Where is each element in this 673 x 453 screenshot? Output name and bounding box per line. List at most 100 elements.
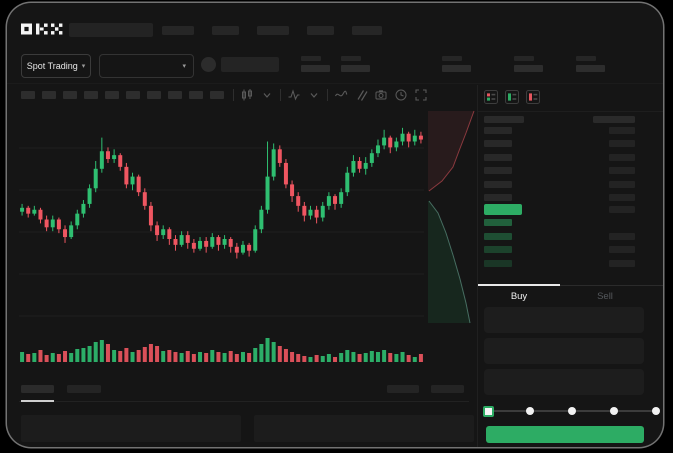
pair-name-placeholder	[221, 57, 279, 72]
slider-handle-active[interactable]	[482, 405, 494, 417]
bid-price-bar	[484, 246, 512, 253]
orderbook-bid-row[interactable]	[478, 233, 663, 242]
ask-amount-bar	[609, 140, 635, 147]
bid-price-bar	[484, 219, 512, 226]
ask-price-bar	[484, 167, 512, 174]
orderbook-ask-row[interactable]	[478, 154, 663, 163]
toolbar-divider	[233, 89, 234, 101]
orderbook-ask-row[interactable]	[478, 140, 663, 149]
market-stat-placeholder	[341, 56, 361, 61]
tab-buy[interactable]: Buy	[510, 291, 528, 302]
top-nav	[162, 26, 382, 35]
tab-sell[interactable]: Sell	[597, 291, 613, 302]
market-type-label: Spot Trading	[26, 61, 78, 71]
orderbook-ask-row[interactable]	[478, 181, 663, 190]
slider-stop[interactable]	[610, 407, 618, 415]
pair-selector-dropdown[interactable]: ▾	[99, 54, 194, 78]
bottom-tabs-divider	[19, 401, 469, 402]
ask-price-bar	[484, 140, 512, 147]
orderbook-bid-row[interactable]	[478, 219, 663, 228]
volume-chart	[19, 329, 424, 362]
nav-item-placeholder[interactable]	[212, 26, 239, 35]
nav-item-placeholder[interactable]	[352, 26, 382, 35]
market-type-selector[interactable]: Spot Trading ▾	[21, 54, 91, 78]
orderbook-header-price	[484, 116, 524, 123]
chevron-down-icon[interactable]	[307, 88, 321, 102]
order-form-field[interactable]	[484, 338, 644, 364]
toolbar-divider	[327, 89, 328, 101]
timeframe-button-placeholder[interactable]	[21, 91, 35, 99]
bid-amount-bar	[609, 246, 635, 253]
timeframe-button-placeholder[interactable]	[168, 91, 182, 99]
chevron-down-icon[interactable]	[260, 88, 274, 102]
order-form-field[interactable]	[484, 369, 644, 395]
last-price-amount-bar	[609, 206, 635, 213]
orderbook-ask-row[interactable]	[478, 194, 663, 203]
timeframe-button-placeholder[interactable]	[63, 91, 77, 99]
fullscreen-icon[interactable]	[414, 88, 428, 102]
toolbar-divider	[280, 89, 281, 101]
book-bids-icon[interactable]	[505, 90, 519, 104]
market-stat-placeholder	[514, 56, 534, 61]
last-price-bar[interactable]	[484, 204, 522, 215]
camera-icon[interactable]	[374, 88, 388, 102]
nav-item-placeholder[interactable]	[307, 26, 334, 35]
candles-icon[interactable]	[240, 88, 254, 102]
timeframe-button-placeholder[interactable]	[42, 91, 56, 99]
ask-price-bar	[484, 154, 512, 161]
timeframe-button-placeholder[interactable]	[189, 91, 203, 99]
market-stat-placeholder	[442, 56, 462, 61]
bottom-tab-active-placeholder[interactable]	[21, 385, 54, 393]
bottom-action-placeholder[interactable]	[431, 385, 464, 393]
chevron-down-icon: ▾	[182, 62, 186, 70]
indicators-icon[interactable]	[287, 88, 301, 102]
timeframe-row	[21, 91, 224, 99]
bottom-action-placeholder[interactable]	[387, 385, 419, 393]
ask-amount-bar	[609, 127, 635, 134]
ask-price-bar	[484, 127, 512, 134]
nav-item-placeholder[interactable]	[162, 26, 194, 35]
okx-logo[interactable]	[21, 23, 63, 35]
timeframe-button-placeholder[interactable]	[105, 91, 119, 99]
timeframe-button-placeholder[interactable]	[147, 91, 161, 99]
market-stat-placeholder	[301, 65, 330, 72]
orderbook-ask-row[interactable]	[478, 167, 663, 176]
bid-amount-bar	[609, 233, 635, 240]
orderbook-header-amount	[593, 116, 635, 123]
history-icon[interactable]	[394, 88, 408, 102]
line-icon[interactable]	[334, 88, 348, 102]
trade-sidebar: Buy Sell	[477, 85, 663, 447]
bottom-tab-placeholder[interactable]	[67, 385, 101, 393]
market-stat-placeholder	[514, 65, 543, 72]
slider-stop[interactable]	[568, 407, 576, 415]
slider-stop[interactable]	[652, 407, 660, 415]
orderbook-bid-row[interactable]	[478, 260, 663, 269]
order-form-field[interactable]	[484, 307, 644, 333]
ask-amount-bar	[609, 154, 635, 161]
bid-price-bar	[484, 233, 512, 240]
submit-order-button[interactable]	[486, 426, 644, 443]
orders-table-placeholder	[254, 415, 474, 442]
book-split-icon[interactable]	[484, 90, 498, 104]
timeframe-button-placeholder[interactable]	[84, 91, 98, 99]
timeframe-button-placeholder[interactable]	[210, 91, 224, 99]
chart-toolbar-icons	[233, 86, 428, 104]
ask-amount-bar	[609, 167, 635, 174]
market-stat-placeholder	[576, 56, 596, 61]
book-asks-icon[interactable]	[526, 90, 540, 104]
slider-stop[interactable]	[526, 407, 534, 415]
candlestick-chart[interactable]	[19, 110, 424, 325]
ask-price-bar	[484, 181, 512, 188]
header-divider	[7, 83, 663, 84]
ask-amount-bar	[609, 181, 635, 188]
orderbook-bid-row[interactable]	[478, 246, 663, 255]
orderbook-ask-row[interactable]	[478, 127, 663, 136]
orders-table-placeholder	[21, 415, 241, 442]
coin-avatar	[201, 57, 216, 72]
header-search-placeholder[interactable]	[69, 23, 153, 37]
nav-item-placeholder[interactable]	[257, 26, 289, 35]
app-window: Spot Trading ▾ ▾ Buy Sell	[7, 3, 663, 447]
compare-icon[interactable]	[354, 88, 368, 102]
tabs-divider	[478, 285, 663, 286]
timeframe-button-placeholder[interactable]	[126, 91, 140, 99]
